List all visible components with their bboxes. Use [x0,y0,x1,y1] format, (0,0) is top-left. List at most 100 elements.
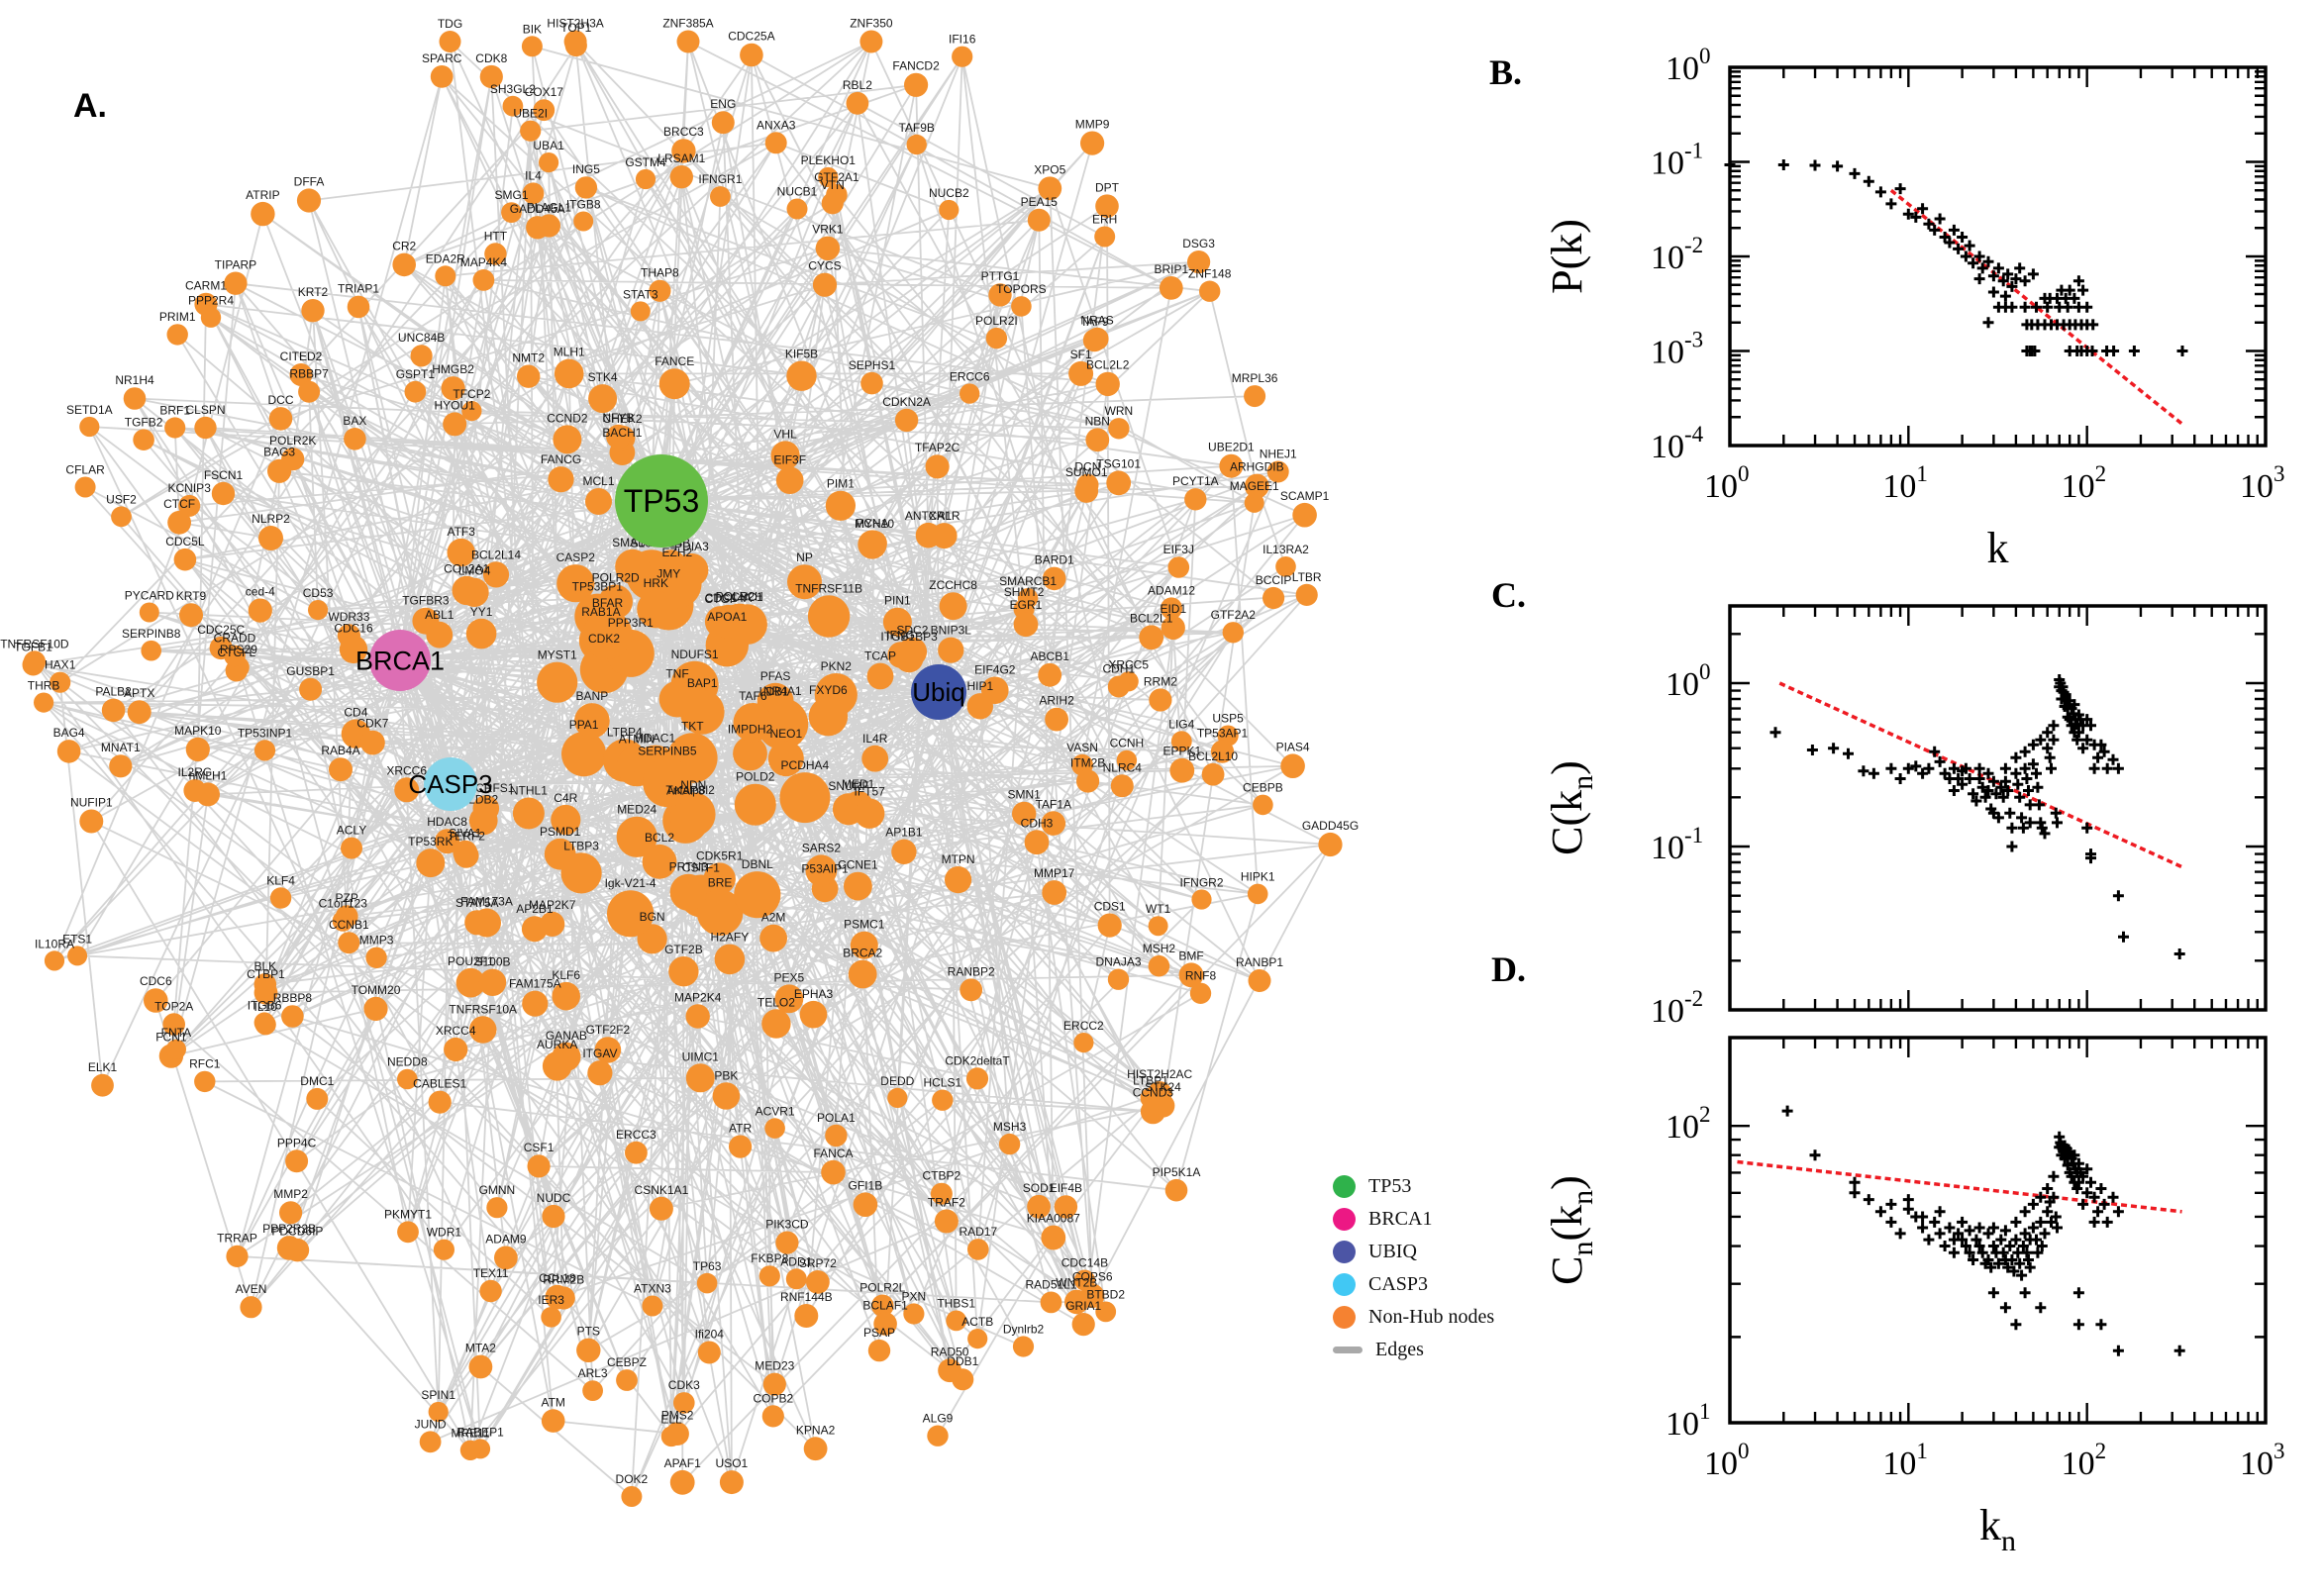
svg-text:NHEJ1: NHEJ1 [1260,448,1297,461]
svg-text:BCL2L2: BCL2L2 [1086,358,1130,372]
svg-text:FCN1: FCN1 [155,1031,187,1045]
svg-text:10-2: 10-2 [1651,986,1703,1030]
svg-text:PIN1: PIN1 [884,594,911,608]
svg-text:EDA2R: EDA2R [426,251,465,265]
svg-text:ZCCHC8: ZCCHC8 [929,578,977,592]
svg-text:RANBP2: RANBP2 [948,964,995,978]
svg-text:DCN: DCN [1074,460,1100,474]
svg-text:KCNIP3: KCNIP3 [168,481,212,495]
svg-text:10-1: 10-1 [1651,139,1703,182]
svg-text:SRP72: SRP72 [799,1256,837,1270]
svg-text:THAP8: THAP8 [641,266,679,280]
svg-text:KPNA2: KPNA2 [796,1423,836,1437]
svg-text:ZNF385A: ZNF385A [662,17,713,31]
svg-text:CDH1: CDH1 [1102,662,1135,676]
svg-text:NDUFS1: NDUFS1 [671,648,719,661]
svg-text:RANBP1: RANBP1 [1236,955,1283,969]
svg-text:UNC84B: UNC84B [398,331,445,345]
svg-text:H2AFY: H2AFY [711,931,750,945]
svg-text:THBS1: THBS1 [937,1297,975,1311]
svg-text:CDK2: CDK2 [588,632,620,646]
svg-text:Dynlrb2: Dynlrb2 [1003,1322,1045,1336]
svg-text:WT1: WT1 [1146,902,1171,916]
svg-text:POLR2I: POLR2I [975,314,1018,328]
svg-text:SMN1: SMN1 [1008,788,1042,802]
svg-text:CASP2: CASP2 [556,550,596,564]
svg-text:VASN: VASN [1066,741,1098,754]
svg-text:TAF6: TAF6 [739,689,767,703]
nonhub-dot-icon [1333,1306,1356,1329]
svg-text:ELL: ELL [660,1413,682,1427]
svg-text:PCNA: PCNA [856,516,888,530]
svg-text:KLF6: KLF6 [552,968,580,982]
svg-text:APTX: APTX [124,686,154,700]
svg-text:MTA2: MTA2 [465,1342,496,1355]
svg-text:ACLY: ACLY [337,824,366,838]
svg-text:UIMC1: UIMC1 [682,1049,720,1063]
svg-text:100: 100 [1666,44,1711,87]
svg-text:BCL2L1: BCL2L1 [1130,612,1173,626]
svg-text:ZNF148: ZNF148 [1188,267,1232,281]
svg-text:PTTG1: PTTG1 [981,269,1020,283]
svg-text:TKT: TKT [681,719,704,733]
svg-text:IFI16: IFI16 [949,33,976,47]
svg-text:LTBP3: LTBP3 [563,839,599,852]
svg-text:CDC14A: CDC14A [705,591,752,605]
svg-text:AP1B1: AP1B1 [885,826,923,840]
svg-text:C4R: C4R [554,791,577,805]
legend-item-ubiq: UBIQ [1333,1236,1494,1268]
svg-text:STAT5A: STAT5A [455,896,499,910]
svg-text:CSTF1: CSTF1 [682,861,720,875]
svg-text:NLRC4: NLRC4 [1103,760,1143,774]
svg-text:KRT9: KRT9 [176,589,207,603]
panel-a-label: A. [73,87,107,125]
svg-text:FANCA: FANCA [813,1147,853,1160]
svg-text:PFAS: PFAS [760,669,791,683]
svg-text:ABCB1: ABCB1 [1031,649,1070,663]
hub-node-tp53: TP53 [615,454,708,548]
svg-text:Ifi204: Ifi204 [695,1328,725,1342]
svg-text:SH3GL2: SH3GL2 [490,82,536,96]
svg-text:PLAGL1: PLAGL1 [527,200,572,214]
svg-text:MSH3: MSH3 [993,1120,1027,1134]
svg-text:COPS6: COPS6 [1072,1270,1113,1284]
svg-text:POLA1: POLA1 [817,1111,856,1125]
svg-text:MED24: MED24 [617,803,656,817]
svg-text:MSH2: MSH2 [1143,942,1176,955]
legend-item-tp53: TP53 [1333,1170,1494,1203]
svg-text:FNTA: FNTA [161,1026,191,1040]
svg-text:PEX5: PEX5 [774,970,805,984]
svg-text:GADD45G: GADD45G [1302,819,1359,833]
svg-text:ITGB1BP3: ITGB1BP3 [880,630,938,644]
svg-text:DSG3: DSG3 [1182,237,1215,250]
svg-text:ITM2B: ITM2B [1070,755,1105,769]
svg-text:CCND3: CCND3 [1133,1085,1174,1099]
svg-text:PSAP: PSAP [863,1326,895,1340]
svg-text:CHEK2: CHEK2 [603,412,643,426]
svg-text:GADD45A: GADD45A [510,202,565,216]
svg-text:COL2A1: COL2A1 [444,562,489,576]
svg-text:CITED2: CITED2 [280,349,323,363]
svg-text:IFNGR1: IFNGR1 [698,172,742,186]
svg-text:NTHL1: NTHL1 [510,784,548,798]
svg-text:CCND2: CCND2 [547,411,588,425]
svg-text:TRRAP: TRRAP [217,1232,257,1246]
svg-text:VRK1: VRK1 [812,223,844,237]
svg-text:CSF1: CSF1 [524,1141,555,1154]
svg-text:PXN: PXN [902,1289,927,1303]
svg-text:MCL1: MCL1 [582,474,614,488]
svg-text:ETS1: ETS1 [62,932,92,946]
svg-text:WNT2B: WNT2B [1056,1276,1097,1290]
svg-text:USP5: USP5 [1212,712,1244,726]
svg-text:CDK7: CDK7 [356,717,388,731]
svg-text:NBN: NBN [1085,414,1110,428]
svg-text:POLD2: POLD2 [736,770,775,784]
svg-text:BFAR: BFAR [592,596,624,610]
svg-text:LTBP4: LTBP4 [607,725,643,739]
svg-text:SMG1: SMG1 [494,188,528,202]
svg-text:WRN: WRN [1105,404,1134,418]
svg-text:BAG4: BAG4 [53,726,85,740]
svg-text:CTCFL: CTCFL [217,646,255,659]
svg-text:ENG: ENG [710,97,736,111]
svg-text:RAD17: RAD17 [959,1225,997,1239]
